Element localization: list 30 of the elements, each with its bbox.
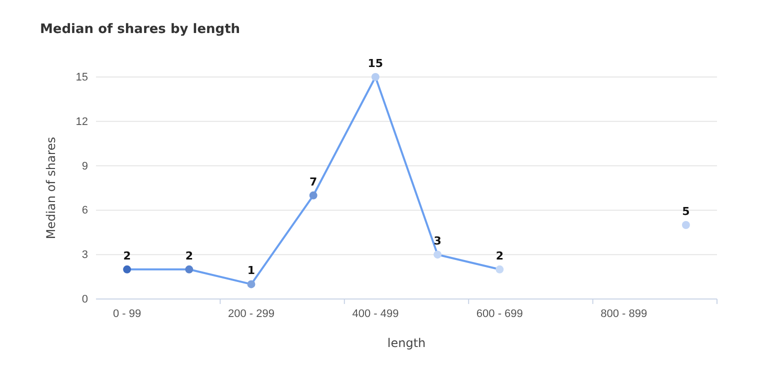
data-label: 3 — [434, 234, 442, 248]
x-tick-label: 600 - 699 — [476, 308, 523, 320]
point — [309, 191, 318, 200]
y-tick-label: 15 — [76, 72, 88, 84]
point — [185, 265, 194, 274]
y-tick-label: 0 — [82, 294, 88, 306]
point — [682, 221, 690, 229]
x-tick-label: 0 - 99 — [112, 308, 142, 320]
y-tick-label: 9 — [82, 160, 88, 172]
point — [123, 265, 132, 274]
data-label: 2 — [185, 249, 193, 262]
point — [496, 265, 504, 274]
point — [434, 250, 442, 259]
y-tick-label: 3 — [82, 249, 88, 262]
data-label: 2 — [496, 249, 504, 262]
x-tick-label: 200 - 299 — [228, 308, 274, 320]
data-label: 1 — [247, 264, 256, 278]
x-tick-label: 800 - 899 — [600, 308, 648, 320]
chart-title: Median of shares by length — [40, 22, 240, 37]
point — [247, 280, 256, 288]
data-label: 2 — [123, 249, 131, 262]
point — [371, 73, 380, 81]
y-tick-label: 12 — [76, 116, 88, 128]
y-tick-label: 6 — [82, 204, 88, 217]
x-axis-title: length — [387, 336, 426, 350]
x-tick-label: 400 - 499 — [352, 308, 399, 320]
data-label: 5 — [682, 205, 690, 218]
y-axis-title: Median of shares — [44, 136, 58, 240]
data-label: 7 — [310, 175, 318, 188]
data-label: 15 — [368, 57, 384, 70]
